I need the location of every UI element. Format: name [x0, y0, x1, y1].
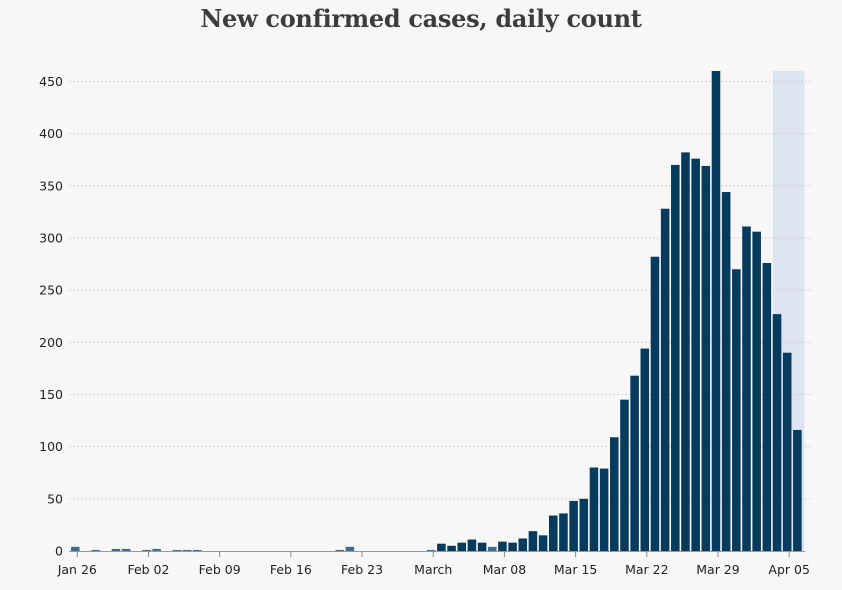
- bar: [793, 429, 802, 551]
- bar: [671, 164, 680, 551]
- y-tick-label: 0: [55, 544, 63, 559]
- bar: [762, 262, 772, 551]
- y-tick-label: 450: [39, 74, 63, 89]
- bar: [650, 256, 660, 551]
- x-tick-label: Jan 26: [57, 562, 97, 577]
- x-tick-label: Feb 16: [270, 562, 312, 577]
- bar: [447, 545, 456, 551]
- y-tick-label: 100: [39, 439, 63, 454]
- bar: [701, 165, 711, 552]
- bar: [528, 531, 538, 551]
- bar: [467, 539, 477, 551]
- chart-title: New confirmed cases, daily count: [200, 4, 642, 33]
- bar: [548, 515, 558, 551]
- bar: [630, 375, 639, 551]
- y-tick-label: 250: [39, 283, 63, 298]
- bar: [172, 549, 182, 551]
- bar: [498, 541, 507, 551]
- x-tick-label: Feb 02: [127, 562, 169, 577]
- y-tick-label: 50: [47, 491, 63, 506]
- bar: [579, 498, 589, 551]
- bar: [620, 399, 629, 551]
- bar: [91, 549, 100, 551]
- bar: [437, 543, 446, 551]
- bar: [518, 538, 528, 551]
- x-tick-label: Apr 05: [768, 562, 810, 577]
- bar: [569, 500, 578, 551]
- bar: [182, 549, 192, 551]
- bar: [426, 549, 436, 551]
- bar: [691, 158, 700, 552]
- bar: [121, 548, 131, 551]
- bar: [640, 348, 650, 551]
- x-tick-label: Mar 29: [696, 562, 740, 577]
- bar: [732, 269, 741, 551]
- bar: [457, 542, 467, 551]
- bar: [111, 548, 121, 551]
- bar: [721, 192, 731, 551]
- y-tick-label: 300: [39, 230, 63, 245]
- bar: [772, 314, 782, 551]
- bar: [610, 437, 619, 551]
- bar: [487, 546, 497, 551]
- x-tick-label: Feb 23: [341, 562, 383, 577]
- bar: [660, 208, 670, 551]
- bar: [142, 549, 151, 551]
- bar: [559, 513, 568, 551]
- bar: [477, 542, 487, 551]
- bar: [589, 467, 599, 551]
- y-tick-label: 350: [39, 178, 63, 193]
- bar: [71, 546, 80, 551]
- x-tick-label: Mar 08: [483, 562, 527, 577]
- bar: [711, 70, 721, 552]
- x-tick-label: Feb 09: [199, 562, 241, 577]
- bar: [782, 352, 792, 551]
- bar: [335, 549, 344, 551]
- y-tick-label: 150: [39, 387, 63, 402]
- y-tick-label: 400: [39, 126, 63, 141]
- bar: [152, 548, 161, 551]
- bar: [599, 468, 609, 551]
- bar: [193, 549, 202, 551]
- bar: [508, 542, 517, 551]
- x-tick-label: Mar 22: [625, 562, 668, 577]
- bar: [345, 546, 355, 551]
- y-tick-label: 200: [39, 335, 63, 350]
- bar: [742, 226, 751, 551]
- x-tick-label: March: [414, 562, 452, 577]
- bar: [752, 231, 761, 551]
- bar: [681, 152, 690, 551]
- x-tick-label: Mar 15: [554, 562, 597, 577]
- bar: [538, 535, 548, 551]
